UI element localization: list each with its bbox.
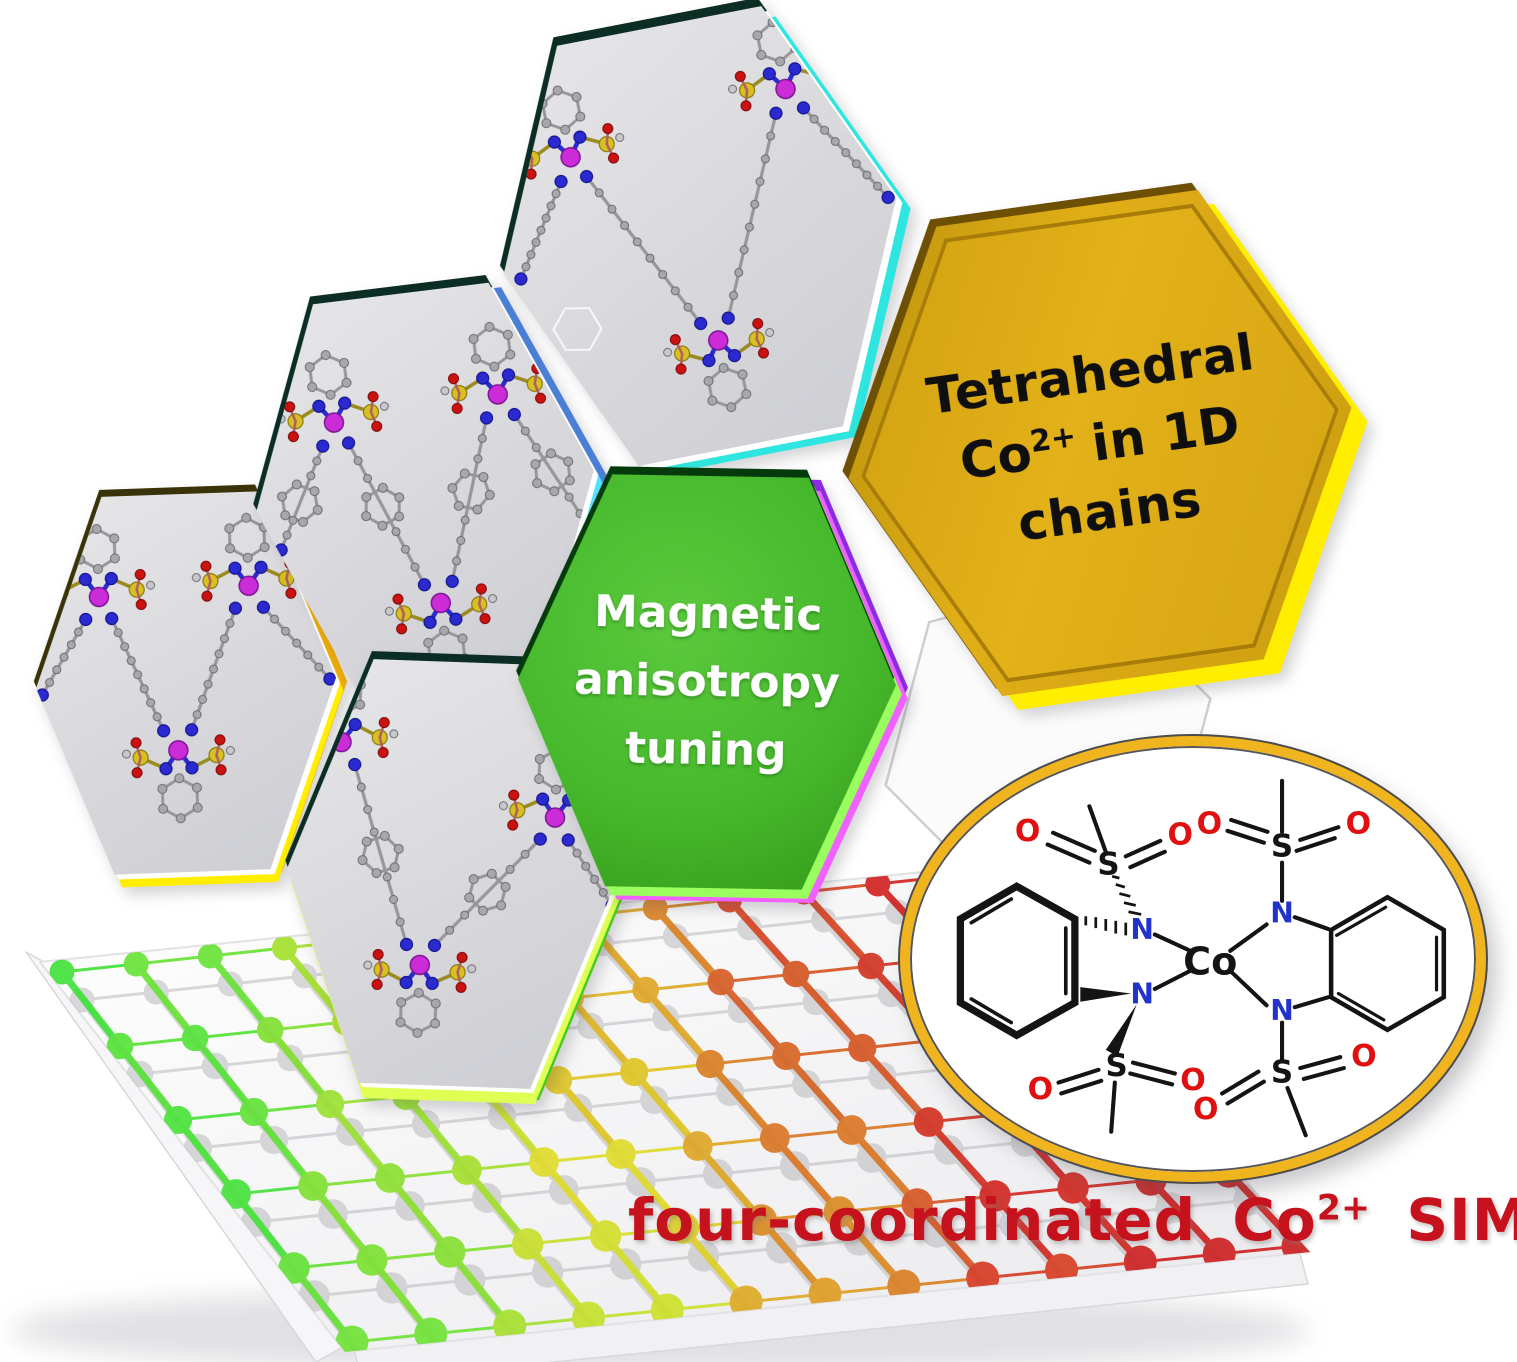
- svg-text:S: S: [1271, 828, 1293, 864]
- svg-text:O: O: [1351, 1039, 1376, 1074]
- structure-oval: Co N N N N S S S S O O O O O O O O: [900, 736, 1486, 1182]
- svg-text:O: O: [1028, 1072, 1053, 1107]
- gold-hexagon-panel: Tetrahedral Co2+ in 1D chains: [815, 173, 1384, 713]
- superscript-charge: 2+: [1027, 418, 1079, 460]
- svg-text:N: N: [1270, 994, 1294, 1027]
- superscript-charge: 2+: [1316, 1188, 1371, 1229]
- svg-text:O: O: [1346, 807, 1371, 842]
- green-hexagon-panel: Magnetic anisotropy tuning: [514, 473, 899, 892]
- svg-text:O: O: [1015, 814, 1040, 849]
- tile-face: [232, 273, 618, 709]
- green-hexagon-text: Magnetic anisotropy tuning: [514, 473, 899, 892]
- molecular-chain-tile-left: [29, 489, 342, 877]
- svg-text:O: O: [1197, 807, 1222, 842]
- green-line-3: tuning: [624, 722, 788, 777]
- svg-text:N: N: [1130, 913, 1154, 946]
- svg-text:O: O: [1180, 1063, 1205, 1098]
- molecule-graphic: [232, 273, 618, 709]
- svg-text:N: N: [1130, 978, 1154, 1011]
- gold-hexagon-text: Tetrahedral Co2+ in 1D chains: [815, 173, 1384, 713]
- caption-text: four-coordinated Co2+ SIM: [628, 1186, 1517, 1254]
- svg-text:O: O: [1193, 1092, 1218, 1127]
- co-complex-structure-graphic: Co N N N N S S S S O O O O O O O O: [956, 778, 1447, 1138]
- svg-text:O: O: [1168, 818, 1193, 853]
- co-label: Co: [1183, 939, 1237, 983]
- svg-text:S: S: [1106, 1048, 1128, 1084]
- molecular-chain-tile-top: [463, 0, 937, 484]
- green-line-1: Magnetic: [593, 585, 823, 641]
- molecular-chain-tile-middle: [232, 273, 618, 709]
- svg-text:S: S: [1271, 1055, 1293, 1091]
- svg-text:N: N: [1270, 897, 1294, 930]
- green-line-2: anisotropy: [573, 653, 841, 710]
- svg-text:S: S: [1097, 846, 1119, 882]
